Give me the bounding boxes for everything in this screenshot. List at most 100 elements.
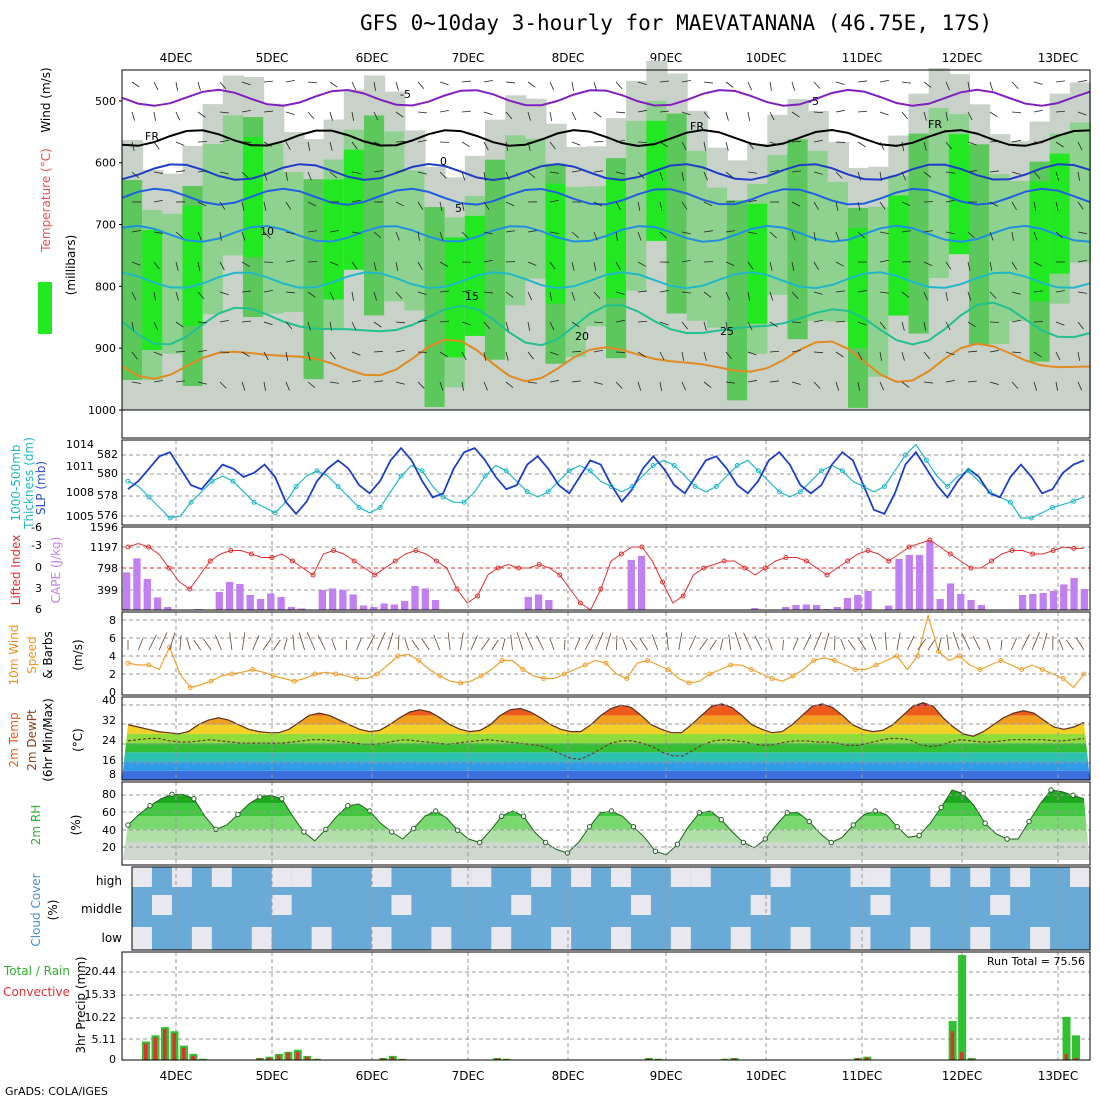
wind-barb <box>681 259 691 263</box>
wind-barb <box>433 634 441 651</box>
rh-point <box>938 804 944 811</box>
wind-barb <box>769 141 779 146</box>
wind-barb <box>571 291 576 301</box>
date-label-top: 4DEC <box>160 51 193 65</box>
precip-convective-bar <box>191 1055 195 1060</box>
wind-barb <box>483 291 493 294</box>
temp-band <box>122 724 1090 734</box>
cloud-gap-middle <box>990 895 1011 915</box>
y-axis-label-barbs: & Barbs <box>41 631 55 679</box>
precip-convective-bar <box>257 1058 262 1060</box>
y-tick-label: 900 <box>95 342 116 355</box>
lifted-index-point <box>803 558 809 564</box>
wind-barb <box>285 381 290 391</box>
cloud-gap-high <box>930 867 951 887</box>
wind-barb <box>549 351 559 356</box>
cloud-gap-high <box>1070 867 1090 887</box>
temp-band <box>122 743 1090 753</box>
date-label-bottom: 4DEC <box>160 1069 193 1083</box>
y-axis-label-1000-500mb: 1000-500mb <box>9 444 23 521</box>
wind-barb <box>219 319 229 323</box>
wind-barb <box>447 632 451 651</box>
rh-band <box>706 187 728 328</box>
thickness-point <box>986 489 992 495</box>
rh-point <box>630 824 637 830</box>
wind-barb <box>263 381 266 391</box>
cape-bar <box>843 597 852 610</box>
lifted-index-point <box>660 579 666 585</box>
rh-point <box>762 836 769 842</box>
wind-barb <box>241 632 246 651</box>
date-label-bottom: 9DEC <box>650 1069 683 1083</box>
rh-band <box>969 144 991 345</box>
wind-barb <box>615 291 625 295</box>
y-tick-label: 1014 <box>66 438 94 451</box>
wind-barb <box>725 230 735 233</box>
cloud-gap-middle <box>271 895 292 915</box>
y-axis-label-lifted-index: Lifted Index <box>9 535 23 606</box>
y-axis-label-2m-rh: 2m RH <box>29 805 43 846</box>
bottom-date-axis: 4DEC 5DEC 6DEC 7DEC 8DEC 9DEC 10DEC 11DEC 12DEC 1… <box>160 1069 1079 1083</box>
wind-barb <box>622 638 628 651</box>
wind-barb <box>241 351 250 358</box>
wind-barb <box>989 381 999 385</box>
wind-barb <box>252 635 260 651</box>
wind-barb <box>483 79 493 83</box>
wind-barb <box>373 291 377 301</box>
rh-band <box>908 133 930 334</box>
wind-barb <box>131 81 140 88</box>
wind-barb <box>666 632 669 651</box>
wind-barb <box>1033 381 1038 391</box>
precip-convective-bar <box>162 1029 167 1060</box>
y-tick-label: 6 <box>35 603 42 616</box>
wind-barb <box>373 261 377 271</box>
wind-barb <box>879 111 889 116</box>
y-tick-label: -6 <box>31 521 42 534</box>
wind-barb <box>285 351 289 361</box>
cape-bar <box>143 578 151 610</box>
wind-barb <box>527 351 534 360</box>
wind-barb <box>681 351 685 361</box>
lifted-index-point <box>516 565 522 571</box>
wind-barb <box>263 80 273 83</box>
lifted-index-point <box>742 565 748 571</box>
wind-barb <box>734 632 742 651</box>
wind-barb <box>952 632 960 651</box>
wind-speed-point <box>499 658 505 663</box>
wind-barb <box>593 349 603 353</box>
wind-barb <box>835 261 845 267</box>
wind-barb <box>923 141 927 151</box>
y-tick-label: 0 <box>109 686 116 699</box>
rh-band <box>545 183 567 304</box>
contour-label: 15 <box>465 290 479 303</box>
wind-barb <box>901 291 910 298</box>
wind-barb <box>857 141 866 148</box>
wind-barb <box>404 638 409 651</box>
lifted-index-point <box>207 558 213 564</box>
wind-barb <box>285 79 295 83</box>
wind-barb <box>373 111 379 121</box>
wind-barb <box>1011 319 1021 323</box>
wind-barb <box>417 81 425 90</box>
cape-bar <box>627 559 635 610</box>
wind-barb <box>131 321 134 331</box>
wind-barb <box>659 351 665 361</box>
cloud-gap-high <box>471 867 492 887</box>
precip-convective-bar <box>1074 1057 1078 1060</box>
y-tick-label: 40 <box>102 694 116 707</box>
cloud-gap-high <box>850 867 871 887</box>
lifted-index-point <box>988 558 994 564</box>
wind-barb <box>835 351 844 358</box>
wind-barb <box>629 639 638 651</box>
rh-band <box>827 181 849 322</box>
wind-barb <box>725 111 729 121</box>
wind-barb <box>1055 321 1065 326</box>
wind-barb <box>725 171 734 178</box>
wind-barb <box>175 111 181 121</box>
wind-barb <box>483 171 486 181</box>
thickness-point <box>1028 515 1034 521</box>
y-axis-label-3hr-precip: 3hr Precip (mm) <box>74 956 88 1053</box>
wind-barb <box>703 381 712 388</box>
cape-bar <box>1060 584 1068 610</box>
y-tick-label: 1197 <box>90 541 118 554</box>
